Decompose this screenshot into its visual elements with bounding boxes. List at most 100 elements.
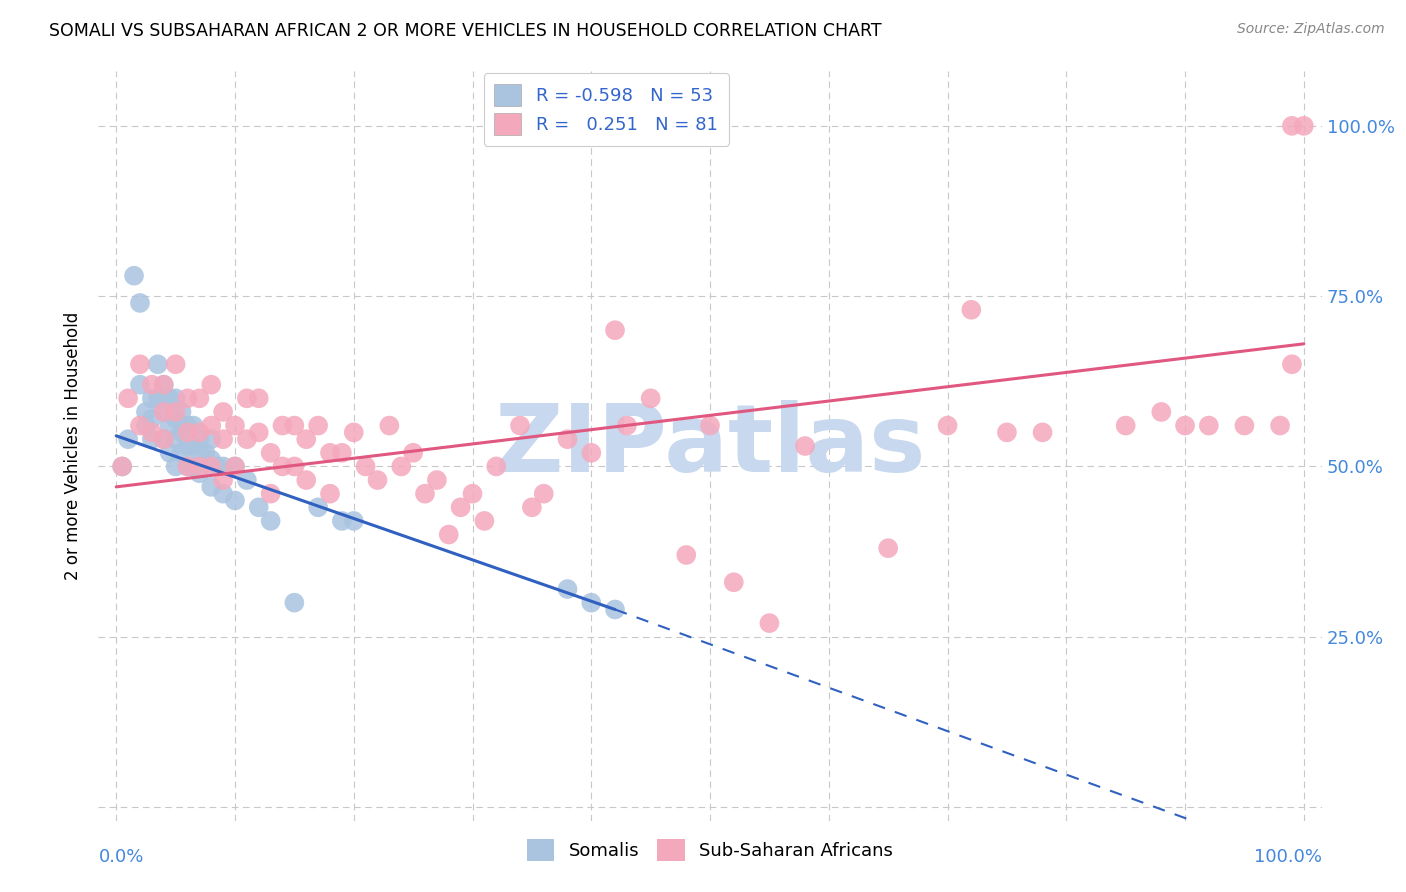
Point: [283, 418, 305, 433]
Point: [176, 392, 198, 406]
Point: [1174, 418, 1197, 433]
Point: [129, 357, 152, 371]
Point: [212, 405, 235, 419]
Point: [194, 446, 217, 460]
Point: [200, 459, 222, 474]
Point: [603, 323, 626, 337]
Point: [378, 418, 401, 433]
Point: [271, 418, 294, 433]
Point: [141, 411, 163, 425]
Point: [183, 439, 205, 453]
Point: [183, 459, 205, 474]
Point: [135, 418, 157, 433]
Point: [295, 432, 318, 446]
Point: [176, 418, 198, 433]
Point: [165, 392, 187, 406]
Point: [1198, 418, 1220, 433]
Point: [176, 459, 198, 474]
Point: [283, 459, 305, 474]
Text: 0.0%: 0.0%: [98, 848, 143, 866]
Point: [723, 575, 745, 590]
Point: [1233, 418, 1256, 433]
Point: [758, 616, 780, 631]
Text: ZIPatlas: ZIPatlas: [495, 400, 925, 492]
Point: [159, 418, 181, 433]
Point: [152, 432, 174, 446]
Point: [129, 296, 152, 310]
Text: Source: ZipAtlas.com: Source: ZipAtlas.com: [1237, 22, 1385, 37]
Point: [343, 425, 366, 440]
Point: [212, 473, 235, 487]
Point: [960, 302, 983, 317]
Point: [603, 602, 626, 616]
Point: [236, 392, 259, 406]
Point: [616, 418, 638, 433]
Point: [165, 357, 187, 371]
Point: [259, 446, 281, 460]
Point: [533, 486, 555, 500]
Point: [141, 377, 163, 392]
Point: [117, 392, 139, 406]
Point: [366, 473, 388, 487]
Point: [224, 418, 246, 433]
Point: [129, 418, 152, 433]
Point: [247, 500, 270, 515]
Point: [413, 486, 436, 500]
Point: [111, 459, 134, 474]
Point: [319, 446, 342, 460]
Point: [461, 486, 484, 500]
Point: [165, 411, 187, 425]
Point: [485, 459, 508, 474]
Point: [1150, 405, 1173, 419]
Point: [581, 596, 603, 610]
Point: [146, 357, 169, 371]
Point: [170, 405, 193, 419]
Point: [188, 459, 211, 474]
Point: [936, 418, 959, 433]
Point: [170, 425, 193, 440]
Point: [117, 432, 139, 446]
Point: [247, 425, 270, 440]
Point: [212, 486, 235, 500]
Point: [640, 392, 662, 406]
Text: SOMALI VS SUBSAHARAN AFRICAN 2 OR MORE VEHICLES IN HOUSEHOLD CORRELATION CHART: SOMALI VS SUBSAHARAN AFRICAN 2 OR MORE V…: [49, 22, 882, 40]
Point: [995, 425, 1018, 440]
Point: [170, 446, 193, 460]
Point: [200, 418, 222, 433]
Point: [159, 446, 181, 460]
Point: [877, 541, 900, 556]
Point: [200, 432, 222, 446]
Point: [183, 418, 205, 433]
Point: [450, 500, 472, 515]
Point: [188, 425, 211, 440]
Point: [111, 459, 134, 474]
Point: [129, 377, 152, 392]
Point: [247, 392, 270, 406]
Point: [141, 425, 163, 440]
Point: [165, 459, 187, 474]
Point: [135, 405, 157, 419]
Point: [474, 514, 496, 528]
Point: [152, 432, 174, 446]
Point: [1032, 425, 1054, 440]
Point: [520, 500, 543, 515]
Point: [224, 459, 246, 474]
Point: [354, 459, 377, 474]
Point: [259, 514, 281, 528]
Point: [319, 486, 342, 500]
Point: [165, 405, 187, 419]
Point: [271, 459, 294, 474]
Point: [283, 596, 305, 610]
Point: [307, 418, 329, 433]
Point: [205, 459, 228, 474]
Point: [224, 459, 246, 474]
Point: [200, 452, 222, 467]
Point: [557, 582, 579, 596]
Point: [188, 392, 211, 406]
Point: [1281, 357, 1303, 371]
Point: [1115, 418, 1137, 433]
Point: [509, 418, 531, 433]
Point: [794, 439, 817, 453]
Point: [437, 527, 460, 541]
Point: [212, 432, 235, 446]
